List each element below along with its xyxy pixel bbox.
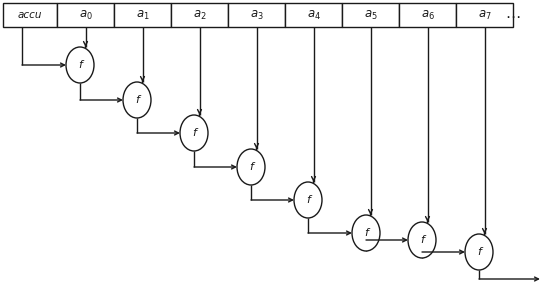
Bar <box>228 3 285 27</box>
Text: $a_6$: $a_6$ <box>421 8 434 22</box>
Ellipse shape <box>352 215 380 251</box>
Text: f: f <box>135 95 139 105</box>
Bar <box>171 3 228 27</box>
Bar <box>342 3 399 27</box>
Bar <box>456 3 513 27</box>
Text: f: f <box>306 195 310 205</box>
Text: $a_7$: $a_7$ <box>478 8 491 22</box>
Ellipse shape <box>180 115 208 151</box>
Ellipse shape <box>294 182 322 218</box>
Text: $a_4$: $a_4$ <box>306 8 321 22</box>
Text: f: f <box>78 60 82 70</box>
Text: f: f <box>420 235 424 245</box>
Text: f: f <box>364 228 368 238</box>
Bar <box>285 3 342 27</box>
Text: $a_2$: $a_2$ <box>193 8 206 22</box>
Ellipse shape <box>66 47 94 83</box>
Text: $a_5$: $a_5$ <box>363 8 377 22</box>
Ellipse shape <box>465 234 493 270</box>
Ellipse shape <box>237 149 265 185</box>
Text: accu: accu <box>18 10 42 20</box>
Bar <box>399 3 456 27</box>
Ellipse shape <box>408 222 436 258</box>
Bar <box>3 3 57 27</box>
Text: f: f <box>249 162 253 172</box>
Text: f: f <box>477 247 481 257</box>
Text: f: f <box>192 128 196 138</box>
Ellipse shape <box>123 82 151 118</box>
Bar <box>114 3 171 27</box>
Text: $\cdots$: $\cdots$ <box>505 8 520 22</box>
Text: $a_3$: $a_3$ <box>250 8 264 22</box>
Text: $a_1$: $a_1$ <box>136 8 149 22</box>
Text: $a_0$: $a_0$ <box>79 8 92 22</box>
Bar <box>57 3 114 27</box>
